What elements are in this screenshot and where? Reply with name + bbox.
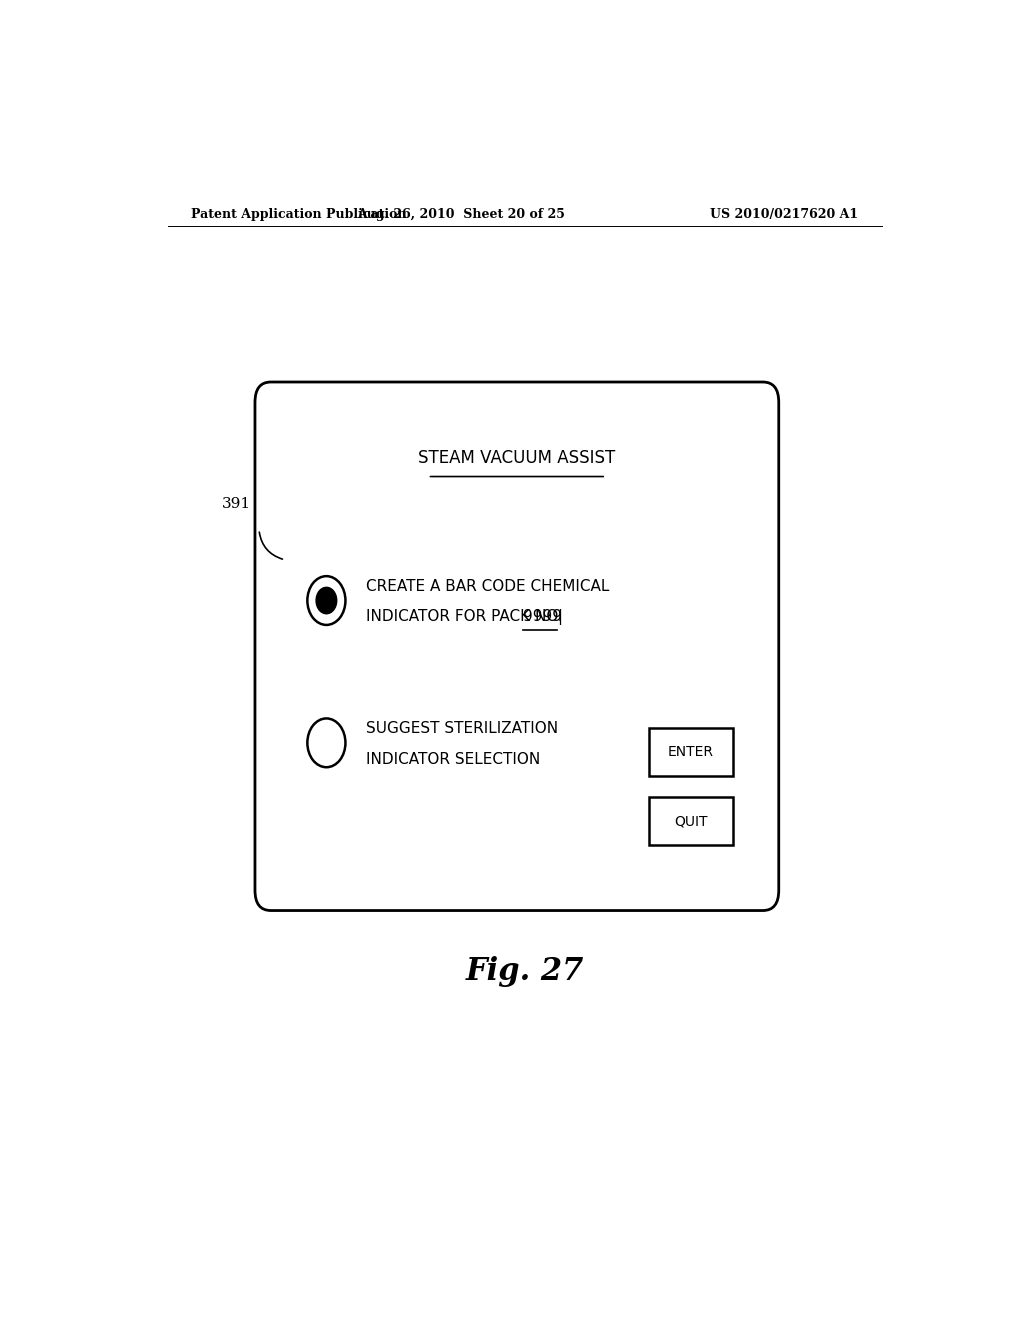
Text: ENTER: ENTER bbox=[668, 744, 714, 759]
Text: STEAM VACUUM ASSIST: STEAM VACUUM ASSIST bbox=[418, 449, 615, 467]
Text: US 2010/0217620 A1: US 2010/0217620 A1 bbox=[710, 207, 858, 220]
FancyBboxPatch shape bbox=[649, 797, 733, 846]
Text: CREATE A BAR CODE CHEMICAL: CREATE A BAR CODE CHEMICAL bbox=[367, 578, 609, 594]
FancyBboxPatch shape bbox=[255, 381, 779, 911]
Text: 9999: 9999 bbox=[523, 610, 562, 624]
Text: INDICATOR SELECTION: INDICATOR SELECTION bbox=[367, 751, 541, 767]
Text: SUGGEST STERILIZATION: SUGGEST STERILIZATION bbox=[367, 721, 558, 737]
Circle shape bbox=[316, 587, 337, 614]
Text: Aug. 26, 2010  Sheet 20 of 25: Aug. 26, 2010 Sheet 20 of 25 bbox=[357, 207, 565, 220]
Text: Fig. 27: Fig. 27 bbox=[466, 956, 584, 987]
Text: QUIT: QUIT bbox=[675, 814, 708, 828]
Text: |: | bbox=[557, 609, 562, 624]
Text: INDICATOR FOR PACK NO.: INDICATOR FOR PACK NO. bbox=[367, 610, 567, 624]
Text: Patent Application Publication: Patent Application Publication bbox=[191, 207, 407, 220]
Text: 391: 391 bbox=[222, 496, 251, 511]
FancyArrowPatch shape bbox=[259, 532, 283, 560]
FancyBboxPatch shape bbox=[649, 727, 733, 776]
